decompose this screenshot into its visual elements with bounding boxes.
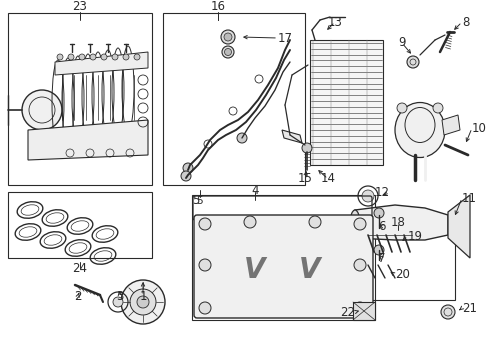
Circle shape (222, 46, 234, 58)
Ellipse shape (350, 210, 360, 238)
Text: 2: 2 (74, 289, 82, 302)
Polygon shape (55, 52, 148, 75)
Bar (310, 40, 383, 165)
Text: 12: 12 (375, 186, 390, 199)
Circle shape (199, 302, 211, 314)
Circle shape (134, 54, 140, 60)
Circle shape (68, 54, 74, 60)
Circle shape (22, 90, 62, 130)
Circle shape (374, 208, 384, 218)
Text: 4: 4 (251, 184, 259, 197)
Circle shape (374, 245, 384, 255)
Circle shape (354, 218, 366, 230)
Bar (358, 228, 455, 300)
Text: 6: 6 (378, 220, 386, 233)
Bar (8, 13, 152, 185)
Text: 19: 19 (408, 230, 423, 243)
Bar (353, 302, 375, 320)
Polygon shape (442, 115, 460, 135)
Bar (192, 195, 375, 320)
Text: 18: 18 (391, 216, 405, 229)
Bar (8, 192, 152, 258)
Text: 7: 7 (378, 252, 386, 265)
Circle shape (354, 302, 366, 314)
Text: 21: 21 (462, 302, 477, 315)
Text: 17: 17 (278, 31, 293, 45)
Text: 11: 11 (462, 192, 477, 204)
Circle shape (57, 54, 63, 60)
Circle shape (90, 54, 96, 60)
Circle shape (121, 280, 165, 324)
Text: 8: 8 (462, 15, 469, 28)
Circle shape (407, 56, 419, 68)
Circle shape (433, 103, 443, 113)
Circle shape (137, 296, 149, 308)
Text: 1: 1 (139, 289, 147, 302)
Text: 15: 15 (297, 172, 313, 185)
FancyBboxPatch shape (194, 215, 373, 318)
Circle shape (183, 163, 193, 173)
Circle shape (237, 133, 247, 143)
Circle shape (224, 33, 232, 41)
Circle shape (224, 49, 231, 55)
Circle shape (101, 54, 107, 60)
Polygon shape (355, 205, 448, 240)
Text: 5: 5 (196, 196, 203, 206)
Circle shape (441, 305, 455, 319)
Circle shape (244, 216, 256, 228)
Text: 10: 10 (472, 122, 487, 135)
Text: 23: 23 (73, 0, 87, 13)
Text: 16: 16 (211, 0, 225, 13)
Circle shape (112, 54, 118, 60)
Circle shape (181, 171, 191, 181)
Text: V: V (244, 256, 266, 284)
Circle shape (199, 218, 211, 230)
Ellipse shape (395, 103, 445, 158)
Text: 14: 14 (320, 172, 336, 185)
Circle shape (199, 259, 211, 271)
Circle shape (113, 297, 123, 307)
Polygon shape (448, 195, 470, 258)
Circle shape (362, 190, 374, 202)
Text: V: V (299, 256, 321, 284)
Circle shape (123, 54, 129, 60)
Circle shape (130, 289, 156, 315)
Circle shape (79, 54, 85, 60)
Circle shape (221, 30, 235, 44)
Polygon shape (28, 120, 148, 160)
Circle shape (397, 103, 407, 113)
Text: 24: 24 (73, 261, 88, 274)
Text: 3: 3 (116, 289, 123, 302)
Text: 13: 13 (327, 15, 343, 28)
Text: 22: 22 (340, 306, 355, 319)
Circle shape (302, 143, 312, 153)
Polygon shape (282, 130, 302, 143)
Circle shape (309, 216, 321, 228)
Text: 20: 20 (395, 269, 410, 282)
Text: 5: 5 (192, 194, 200, 207)
Text: 9: 9 (398, 36, 406, 49)
Bar (163, 13, 305, 185)
Circle shape (354, 259, 366, 271)
